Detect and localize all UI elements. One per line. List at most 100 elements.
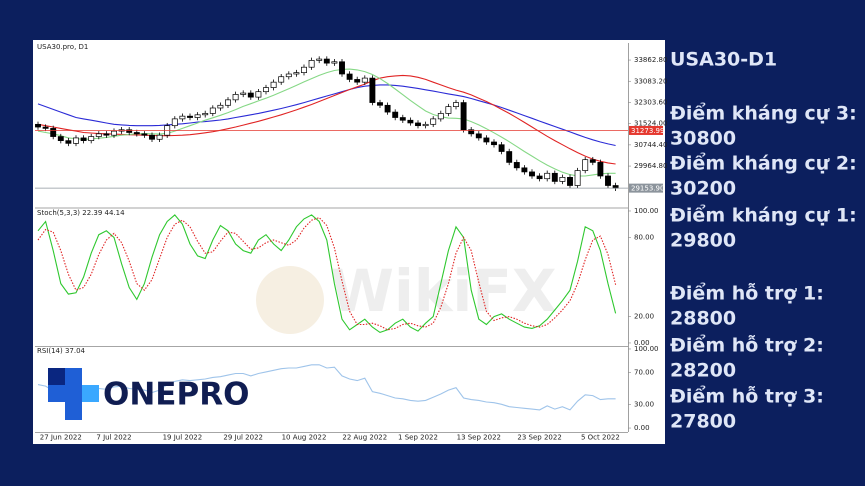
candle-body	[521, 167, 528, 173]
candle-body	[194, 114, 201, 118]
y-tick-label: 33083.20	[634, 77, 667, 85]
logo-square	[48, 368, 65, 385]
candle-body	[42, 126, 49, 129]
x-tick-label: 7 Jul 2022	[96, 434, 131, 442]
candle-body	[544, 172, 551, 180]
y-tick-label: 31524.00	[634, 120, 667, 128]
candle-body	[202, 113, 209, 116]
candle-body	[57, 136, 64, 141]
level-label: Điểm kháng cự 1:	[670, 204, 857, 227]
level-label: Điểm hỗ trợ 1:	[670, 281, 824, 305]
candle-body	[316, 58, 323, 61]
candle-body	[88, 136, 95, 141]
candle-body	[453, 102, 459, 107]
candle-body	[513, 162, 520, 169]
y-tick-label: 33862.80	[634, 56, 667, 64]
watermark: WikiFX	[330, 257, 557, 325]
plot: USA30.pro, D1 33862.80 33083.20 32303.60 315…	[35, 43, 667, 442]
y-tick-label: 29964.80	[634, 162, 667, 170]
price-label-box	[629, 125, 663, 135]
candle-body	[270, 81, 277, 88]
candle-body	[498, 144, 505, 152]
level-value: 30800	[670, 128, 736, 150]
candle-body	[111, 130, 117, 136]
candle-body	[392, 111, 399, 118]
candle-body	[339, 61, 345, 75]
candle-body	[384, 104, 391, 113]
candle-body	[263, 87, 269, 93]
candle-body	[460, 102, 467, 131]
y-tick-label: 30.00	[634, 400, 654, 408]
level-label: Điểm kháng cự 3:	[670, 102, 857, 125]
level-label: Điểm hỗ trợ 3:	[670, 384, 824, 408]
candle-body	[301, 66, 307, 73]
x-tick-label: 22 Aug 2022	[342, 434, 387, 442]
y-tick-label: 70.00	[634, 369, 654, 377]
candle-body	[278, 76, 285, 83]
price-label: 29153.90	[631, 185, 664, 193]
candle-body	[559, 177, 566, 182]
watermark-emblem	[256, 266, 324, 334]
x-tick-label: 29 Jul 2022	[223, 434, 263, 442]
x-tick-label: 27 Jun 2022	[40, 434, 82, 442]
candle-body	[529, 171, 535, 177]
candle-body	[35, 123, 41, 128]
y-tick-label: 0.00	[634, 339, 650, 347]
x-tick-label: 19 Jul 2022	[163, 434, 203, 442]
y-tick-label: 20.00	[634, 313, 654, 321]
candle-body	[209, 107, 216, 114]
candle-body	[65, 140, 72, 144]
series-line	[37, 74, 616, 165]
y-tick-label: 30744.40	[634, 141, 667, 149]
price-label-box	[629, 183, 663, 193]
logo-square	[82, 385, 99, 402]
candle-body	[369, 77, 376, 103]
candle-body	[574, 170, 581, 186]
candle-body	[399, 117, 406, 121]
side-title: USA30-D1	[670, 49, 777, 71]
candle-body	[346, 73, 353, 80]
candle-body	[255, 91, 262, 98]
candle-body	[468, 129, 475, 135]
panel-title: RSI(14) 37.04	[37, 347, 86, 355]
candle-body	[217, 104, 224, 109]
level-value: 27800	[670, 411, 736, 433]
candle-body	[323, 58, 330, 64]
level-label: Điểm hỗ trợ 2:	[670, 333, 824, 357]
candle-body	[589, 159, 596, 163]
series-line	[37, 84, 616, 147]
x-tick-label: 1 Sep 2022	[398, 434, 438, 442]
series-line	[37, 214, 617, 334]
candle-body	[605, 175, 611, 186]
candle-body	[491, 141, 497, 146]
y-tick-label: 80.00	[634, 233, 654, 241]
candle-body	[133, 132, 140, 135]
candle-body	[597, 162, 604, 177]
panel-title: USA30.pro, D1	[37, 43, 88, 51]
candle-body	[156, 134, 163, 140]
candle-body	[95, 133, 102, 137]
level-label: Điểm kháng cự 2:	[670, 152, 857, 175]
logo-text: ONEPRO	[103, 377, 249, 413]
candle-body	[567, 177, 573, 186]
x-tick-label: 10 Aug 2022	[282, 434, 327, 442]
candle-body	[171, 118, 178, 127]
candle-body	[506, 151, 513, 163]
level-value: 29800	[670, 230, 736, 252]
candle-body	[308, 60, 315, 68]
candle-body	[354, 79, 361, 83]
series-line	[37, 216, 617, 331]
price-label: 31273.99	[631, 127, 664, 135]
candle-body	[430, 118, 437, 125]
chart-frame	[33, 40, 665, 444]
level-value: 28800	[670, 308, 736, 330]
candle-body	[187, 115, 193, 118]
candle-body	[437, 113, 444, 120]
candle-body	[445, 106, 452, 114]
candle-body	[225, 99, 231, 106]
candle-body	[247, 92, 254, 98]
candle-body	[126, 129, 133, 133]
